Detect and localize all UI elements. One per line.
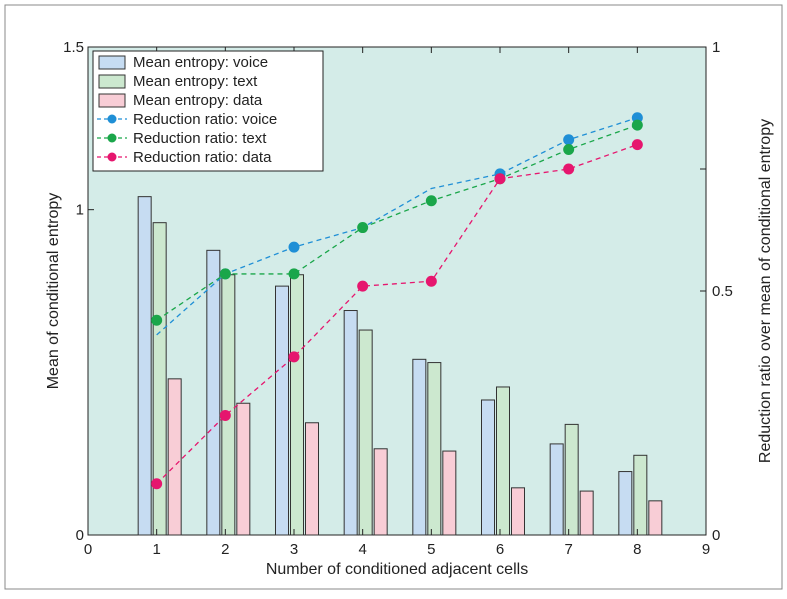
bar-voice-1 <box>137 196 152 536</box>
legend-label-bar-voice: Mean entropy: voice <box>133 54 268 71</box>
line-text <box>156 124 638 321</box>
x-tick-label-0: 0 <box>84 541 92 558</box>
right-y-tick-label-0.5: 0.5 <box>712 283 733 300</box>
x-tick-label-5: 5 <box>427 541 435 558</box>
bar-voice-4 <box>343 310 358 536</box>
bar-voice-8 <box>618 471 633 536</box>
bar-voice-7 <box>549 443 564 536</box>
point-voice-7 <box>563 134 575 146</box>
bar-text-5 <box>427 362 442 536</box>
bar-text-7 <box>564 423 579 536</box>
point-text-7 <box>563 143 575 155</box>
left-y-tick-label-1: 1 <box>76 202 84 219</box>
point-text-8 <box>631 119 643 131</box>
bar-text-2 <box>221 274 236 536</box>
point-text-4 <box>357 222 369 234</box>
bar-voice-6 <box>481 399 495 536</box>
point-data-6 <box>494 173 506 185</box>
point-text-5 <box>425 195 437 207</box>
x-tick-label-3: 3 <box>290 541 298 558</box>
x-tick-label-7: 7 <box>564 541 572 558</box>
legend-box <box>92 50 324 172</box>
bar-voice-3 <box>275 285 289 536</box>
legend-swatch-marker-data <box>107 152 117 162</box>
legend-label-line-voice: Reduction ratio: voice <box>133 111 277 128</box>
point-data-7 <box>563 163 575 175</box>
legend-swatch-bar-voice <box>98 55 126 70</box>
bar-text-8 <box>633 454 648 536</box>
bar-voice-2 <box>206 249 221 536</box>
line-data <box>156 143 638 485</box>
lines-group <box>151 112 643 490</box>
legend-swatch-marker-text <box>107 133 117 143</box>
bar-voice-5 <box>412 358 427 536</box>
bar-text-4 <box>358 329 373 536</box>
legend-label-line-data: Reduction ratio: data <box>133 149 272 166</box>
point-text-1 <box>151 314 163 326</box>
legend-swatch-marker-voice <box>107 114 117 124</box>
x-tick-label-1: 1 <box>152 541 160 558</box>
point-data-5 <box>425 275 437 287</box>
x-tick-label-4: 4 <box>358 541 366 558</box>
x-tick-label-9: 9 <box>702 541 710 558</box>
point-data-3 <box>288 351 300 363</box>
legend: Mean entropy: voice Mean entropy: text Mea… <box>92 50 324 172</box>
point-data-2 <box>219 409 231 421</box>
left-y-axis-label: Mean of conditional entropy <box>45 193 62 390</box>
bar-data-7 <box>579 490 594 536</box>
point-data-4 <box>357 280 369 292</box>
legend-swatch-bar-text <box>98 74 126 89</box>
bar-data-1 <box>167 378 182 536</box>
point-text-2 <box>219 268 231 280</box>
left-y-tick-label-0: 0 <box>76 527 84 544</box>
bar-data-2 <box>236 402 251 536</box>
point-data-1 <box>151 478 163 490</box>
right-y-tick-label-1: 1 <box>712 39 720 56</box>
bar-data-6 <box>511 487 525 536</box>
bar-text-1 <box>152 222 167 536</box>
bar-data-3 <box>305 422 319 536</box>
legend-label-bar-data: Mean entropy: data <box>133 92 263 109</box>
point-text-3 <box>288 268 300 280</box>
left-y-tick-label-1.5: 1.5 <box>63 39 84 56</box>
legend-swatch-bar-data <box>98 93 126 108</box>
bars-group <box>137 196 663 536</box>
bar-text-3 <box>290 274 304 536</box>
bar-text-6 <box>496 386 510 536</box>
right-y-axis-label: Reduction ratio over mean of conditional… <box>757 119 774 463</box>
line-voice <box>156 117 638 336</box>
bar-data-8 <box>648 500 663 536</box>
x-axis-label: Number of conditioned adjacent cells <box>266 561 528 578</box>
point-data-8 <box>631 139 643 151</box>
bar-data-4 <box>373 448 388 536</box>
legend-label-bar-text: Mean entropy: text <box>133 73 258 90</box>
x-tick-label-6: 6 <box>496 541 504 558</box>
point-voice-3 <box>288 241 300 253</box>
legend-label-line-text: Reduction ratio: text <box>133 130 267 147</box>
bar-data-5 <box>442 450 457 536</box>
x-tick-label-2: 2 <box>221 541 229 558</box>
x-tick-label-8: 8 <box>633 541 641 558</box>
right-y-tick-label-0: 0 <box>712 527 720 544</box>
